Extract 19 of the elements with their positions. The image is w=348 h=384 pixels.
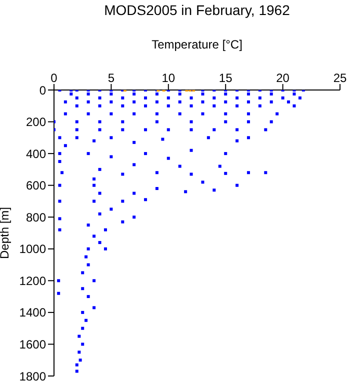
y-tick-label: 1600: [19, 337, 46, 352]
y-tick-label: 0: [39, 83, 46, 98]
y-axis-title: Depth [m]: [0, 206, 12, 260]
x-tick-label: 5: [108, 71, 115, 85]
x-tick-label: 15: [218, 71, 233, 85]
x-axis-title: Temperature [°C]: [152, 38, 242, 52]
y-tick-label: 1000: [19, 242, 46, 256]
y-tick-label: 600: [26, 178, 46, 193]
y-tick-label: 200: [26, 115, 46, 130]
x-tick-label: 20: [276, 71, 290, 85]
y-tick-label: 1400: [19, 306, 46, 320]
y-tick-label: 400: [26, 146, 46, 161]
x-tick-label: 25: [333, 71, 347, 85]
y-tick-label: 1800: [19, 369, 46, 384]
chart-title: MODS2005 in February, 1962: [103, 2, 291, 18]
x-tick-label: 10: [162, 71, 176, 85]
y-tick-label: 1200: [19, 274, 46, 288]
x-tick-label: 0: [50, 71, 58, 85]
y-tick-label: 800: [26, 210, 46, 224]
